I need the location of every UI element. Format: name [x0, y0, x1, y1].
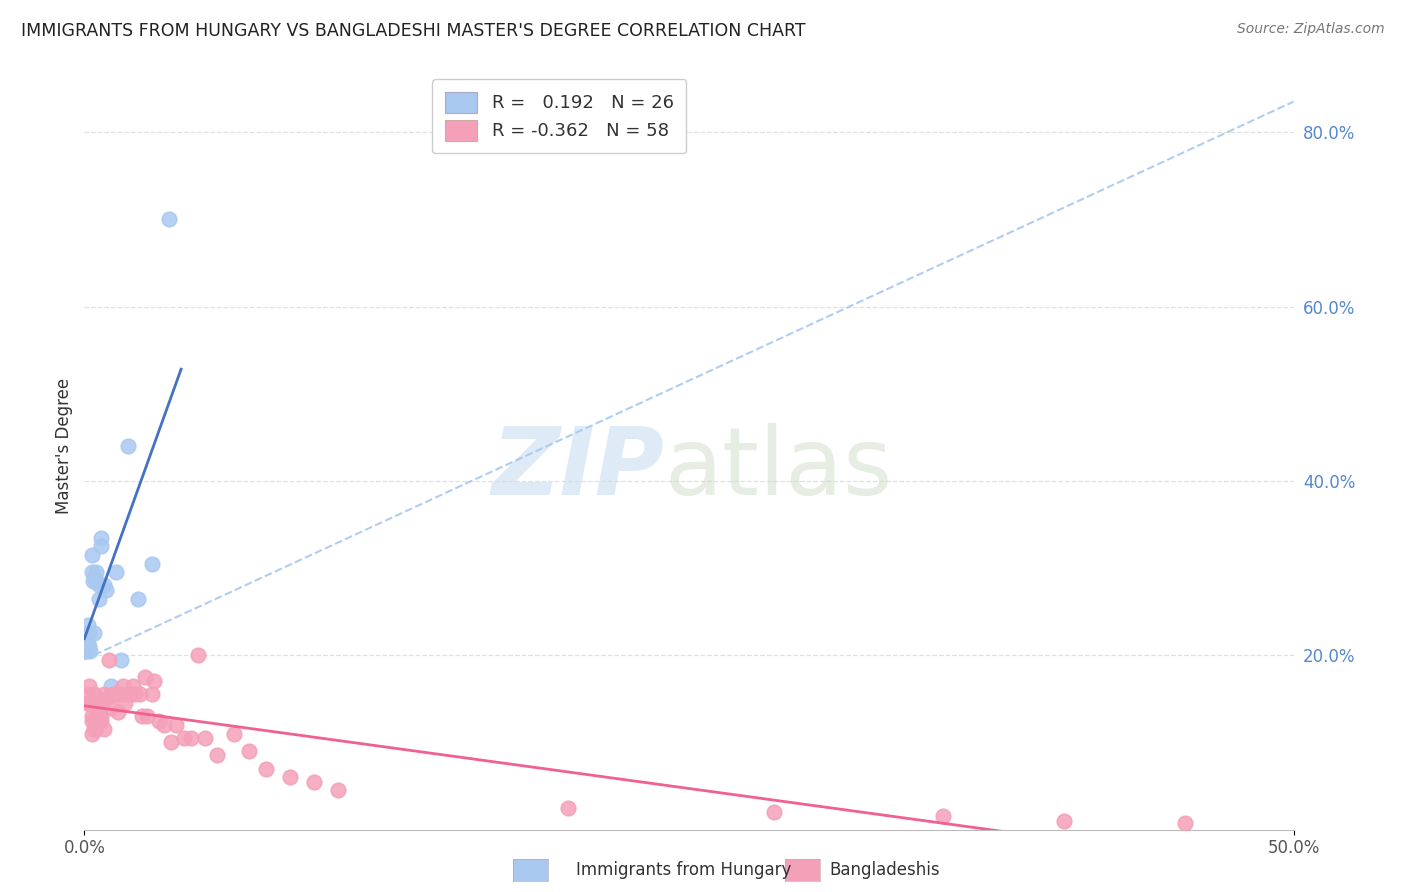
- Point: [141, 688, 163, 702]
- Point: [80, 548, 103, 562]
- Point: [207, 748, 229, 763]
- Point: [173, 731, 195, 745]
- Legend: R =   0.192   N = 26, R = -0.362   N = 58: R = 0.192 N = 26, R = -0.362 N = 58: [432, 79, 686, 153]
- Point: [117, 688, 139, 702]
- Point: [80, 726, 103, 740]
- Point: [143, 674, 166, 689]
- Point: [90, 714, 112, 728]
- Y-axis label: Master's Degree: Master's Degree: [55, 378, 73, 514]
- Point: [557, 801, 579, 815]
- Point: [94, 582, 117, 597]
- Point: [100, 679, 122, 693]
- Point: [93, 688, 115, 702]
- Point: [160, 735, 183, 749]
- Point: [77, 640, 100, 654]
- Point: [87, 578, 110, 592]
- Point: [1174, 815, 1197, 830]
- Point: [129, 688, 152, 702]
- Point: [90, 531, 112, 545]
- Point: [86, 696, 108, 710]
- Point: [83, 626, 105, 640]
- Point: [80, 566, 103, 580]
- Point: [157, 212, 180, 227]
- Point: [112, 679, 135, 693]
- Point: [121, 679, 143, 693]
- Point: [80, 709, 103, 723]
- Point: [114, 696, 136, 710]
- Point: [224, 726, 246, 740]
- Point: [93, 578, 115, 592]
- Text: Source: ZipAtlas.com: Source: ZipAtlas.com: [1237, 22, 1385, 37]
- Point: [86, 709, 108, 723]
- Point: [100, 700, 122, 714]
- Point: [110, 688, 132, 702]
- Point: [87, 696, 110, 710]
- Point: [107, 705, 129, 719]
- Point: [83, 688, 105, 702]
- Point: [80, 714, 103, 728]
- Point: [104, 688, 127, 702]
- Point: [134, 670, 156, 684]
- Point: [77, 626, 100, 640]
- Point: [302, 774, 325, 789]
- Point: [117, 439, 139, 453]
- Point: [87, 705, 110, 719]
- Point: [86, 574, 108, 588]
- Point: [76, 696, 98, 710]
- Point: [110, 652, 132, 666]
- Point: [762, 805, 785, 819]
- Point: [278, 770, 301, 784]
- Point: [127, 591, 149, 606]
- Point: [80, 696, 103, 710]
- Text: Immigrants from Hungary: Immigrants from Hungary: [576, 861, 792, 879]
- Point: [83, 570, 105, 584]
- Point: [77, 679, 100, 693]
- Point: [328, 783, 350, 797]
- Point: [104, 566, 127, 580]
- Point: [86, 566, 108, 580]
- Point: [120, 688, 142, 702]
- Point: [90, 539, 112, 553]
- Point: [124, 688, 146, 702]
- Point: [103, 688, 125, 702]
- Point: [77, 617, 100, 632]
- Point: [82, 574, 104, 588]
- Point: [141, 557, 163, 571]
- Point: [76, 688, 98, 702]
- Point: [254, 762, 277, 776]
- Point: [180, 731, 202, 745]
- Point: [76, 635, 98, 649]
- Point: [238, 744, 260, 758]
- Point: [86, 723, 108, 737]
- Point: [1053, 814, 1076, 828]
- Point: [136, 709, 159, 723]
- Point: [131, 709, 153, 723]
- Point: [194, 731, 217, 745]
- Text: Bangladeshis: Bangladeshis: [830, 861, 941, 879]
- Point: [79, 644, 101, 658]
- Point: [148, 714, 170, 728]
- Point: [153, 718, 176, 732]
- Point: [93, 723, 115, 737]
- Text: ZIP: ZIP: [492, 423, 665, 515]
- Point: [77, 696, 100, 710]
- Point: [94, 691, 117, 706]
- Point: [187, 648, 209, 663]
- Text: atlas: atlas: [665, 423, 893, 515]
- Point: [90, 709, 112, 723]
- Point: [75, 644, 97, 658]
- Text: IMMIGRANTS FROM HUNGARY VS BANGLADESHI MASTER'S DEGREE CORRELATION CHART: IMMIGRANTS FROM HUNGARY VS BANGLADESHI M…: [21, 22, 806, 40]
- Point: [165, 718, 187, 732]
- Point: [87, 591, 110, 606]
- Point: [97, 652, 120, 666]
- Point: [83, 723, 105, 737]
- Point: [932, 809, 955, 823]
